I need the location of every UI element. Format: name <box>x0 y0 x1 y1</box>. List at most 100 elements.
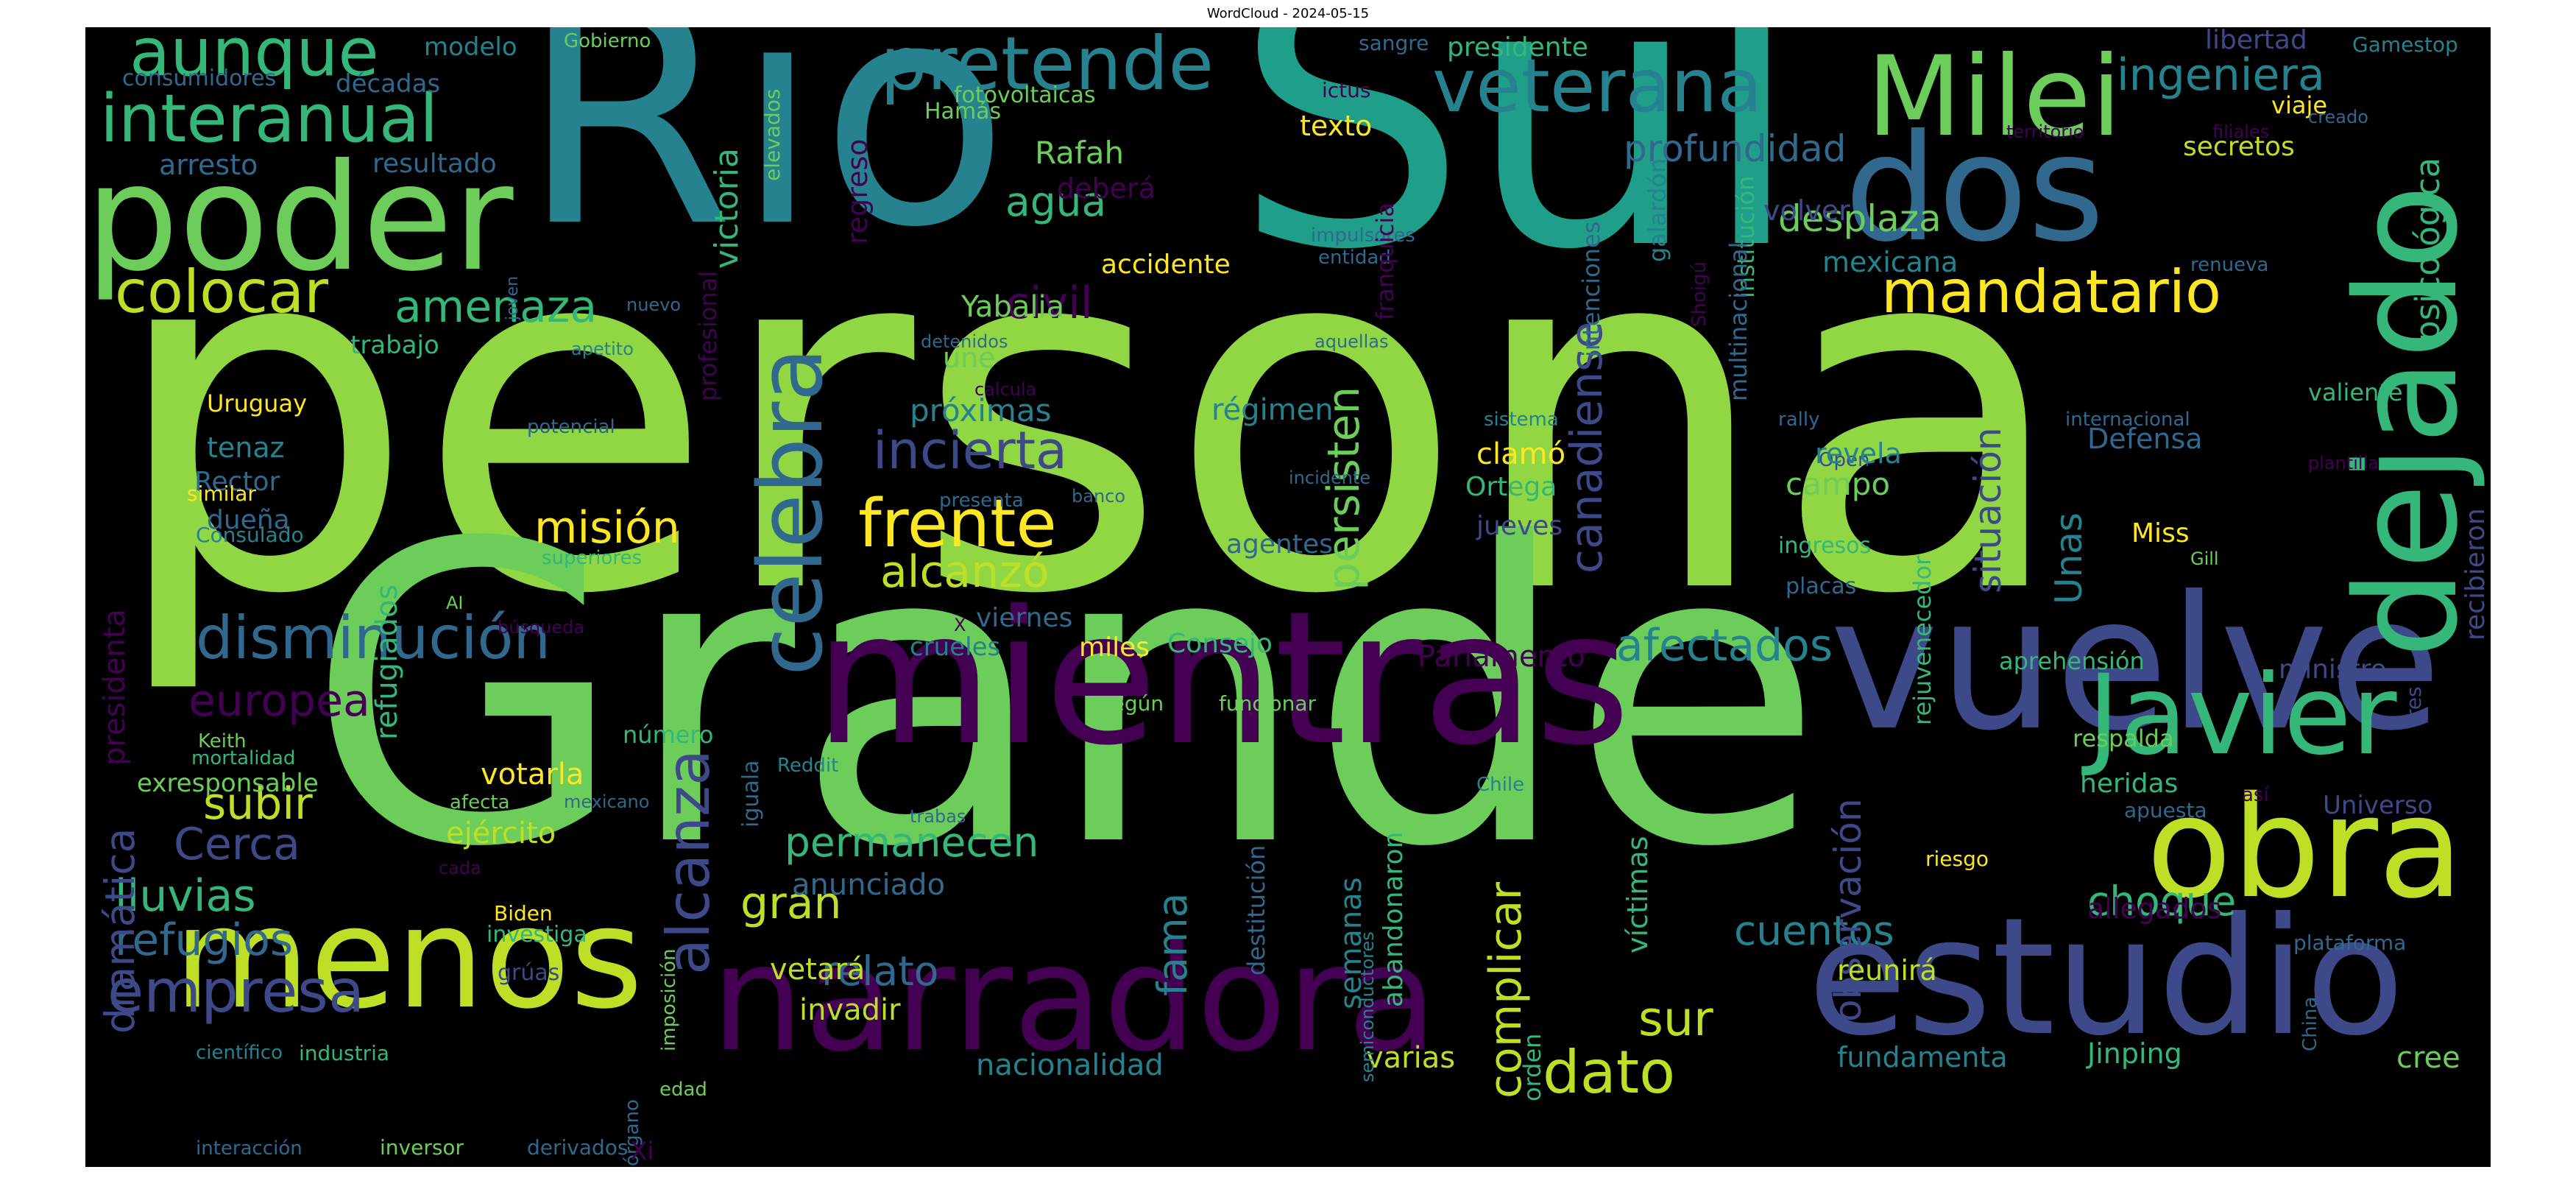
word: resultado <box>372 149 497 179</box>
word: europea <box>188 675 370 727</box>
word: agua <box>1005 178 1107 225</box>
word: colocar <box>115 258 328 326</box>
word: ictus <box>1322 78 1371 102</box>
word: Unas <box>2048 512 2090 604</box>
word: aunque <box>130 27 379 91</box>
word: filiales <box>2212 121 2270 142</box>
word: lluvias <box>115 870 256 922</box>
chart-title: WordCloud - 2024-05-15 <box>1206 6 1370 21</box>
word: próximas <box>910 392 1052 428</box>
word: reunirá <box>1837 954 1937 987</box>
word: psicológica <box>2408 157 2447 342</box>
word: placas <box>1786 574 1857 599</box>
word: viaje <box>2271 91 2328 119</box>
word: Consulado <box>196 523 304 547</box>
word: plantilla <box>2308 453 2379 473</box>
word: dueña <box>207 505 290 535</box>
word: grúas <box>498 960 560 986</box>
word: fundamenta <box>1837 1041 2008 1073</box>
word: número <box>623 721 714 749</box>
word: revela <box>1815 437 1902 470</box>
word: aquellas <box>1314 331 1389 352</box>
word: X <box>954 615 966 635</box>
word: investiga <box>486 922 587 948</box>
word: sistema <box>1484 409 1559 431</box>
word: Chile <box>1476 774 1525 796</box>
word: profundidad <box>1624 127 1847 170</box>
word: Javier <box>2087 652 2397 780</box>
word: poder <box>85 133 514 304</box>
word: nacionalidad <box>976 1048 1164 1082</box>
word: frente <box>858 485 1057 562</box>
word: profesional <box>694 271 722 402</box>
word: sur <box>1638 992 1713 1047</box>
word: riesgo <box>1925 847 1989 871</box>
word: estudio <box>1808 883 2405 1071</box>
word: dos <box>1844 103 2105 275</box>
word: jueves <box>1476 511 1563 541</box>
word: dato <box>1543 1038 1676 1107</box>
word: exresponsable <box>137 769 319 798</box>
word: víctimas <box>1621 836 1654 954</box>
word: cuentos <box>1734 907 1894 954</box>
word: ministro <box>2279 655 2387 685</box>
word: presenta <box>939 490 1024 512</box>
word: civil <box>1005 278 1093 329</box>
word: Universo <box>2323 791 2433 820</box>
word: creado <box>2308 107 2368 127</box>
word: Gill <box>2190 549 2219 569</box>
word: Miss <box>2131 518 2190 549</box>
word: tenaz <box>207 431 285 464</box>
word: Rafah <box>1035 135 1125 171</box>
word: así <box>2242 784 2269 806</box>
word: secretos <box>2183 132 2295 162</box>
word: intenciones <box>1577 221 1605 358</box>
word: crueles <box>910 632 1001 662</box>
word: Parlamento <box>1418 640 1585 674</box>
word: inversor <box>380 1135 464 1160</box>
word: semiconductores <box>1357 931 1378 1083</box>
word: Xi <box>630 1137 654 1166</box>
word: Uruguay <box>207 389 307 417</box>
word: décadas <box>336 69 441 99</box>
word: Open <box>1819 449 1870 471</box>
word: joven <box>503 276 522 321</box>
word: votarla <box>481 758 584 791</box>
word: afectados <box>1616 620 1833 671</box>
word: internacional <box>2065 409 2190 431</box>
word: invadir <box>799 993 901 1027</box>
word: Shoigú <box>1688 261 1710 327</box>
word: mandatario <box>1881 258 2221 326</box>
word: rejuvenecedor <box>1908 555 1936 725</box>
word: alcanzó <box>880 546 1050 598</box>
word: multinacional <box>1724 241 1752 401</box>
word: imposición <box>658 948 680 1052</box>
word: refugiados <box>370 584 404 740</box>
word: vuelve <box>1830 557 2442 771</box>
word: industria <box>299 1041 390 1065</box>
word: rally <box>1778 409 1820 431</box>
word: régimen <box>1211 393 1334 427</box>
word: regreso <box>841 138 874 244</box>
word: disminución <box>196 604 551 672</box>
word: recibieron <box>2460 508 2491 641</box>
word: allegados <box>2087 892 2222 925</box>
word: empresa <box>107 957 364 1026</box>
word: situación <box>1967 427 2009 593</box>
word: relato <box>821 948 939 995</box>
word: afecta <box>450 791 510 814</box>
word: Yabalia <box>961 290 1065 324</box>
word: China <box>2299 996 2321 1051</box>
word: según <box>1101 691 1164 716</box>
word: interanual <box>100 80 439 158</box>
word: valiente <box>2308 378 2403 406</box>
word: galardón <box>1643 158 1671 262</box>
word: abandonaron <box>1379 831 1409 1007</box>
word: clamó <box>1476 437 1566 471</box>
word: similar <box>187 482 256 506</box>
word: presidenta <box>98 608 132 766</box>
word: elevados <box>760 88 785 181</box>
word: Consejo <box>1167 629 1273 659</box>
word: heridas <box>2080 769 2179 799</box>
word: sangre <box>1359 31 1429 55</box>
